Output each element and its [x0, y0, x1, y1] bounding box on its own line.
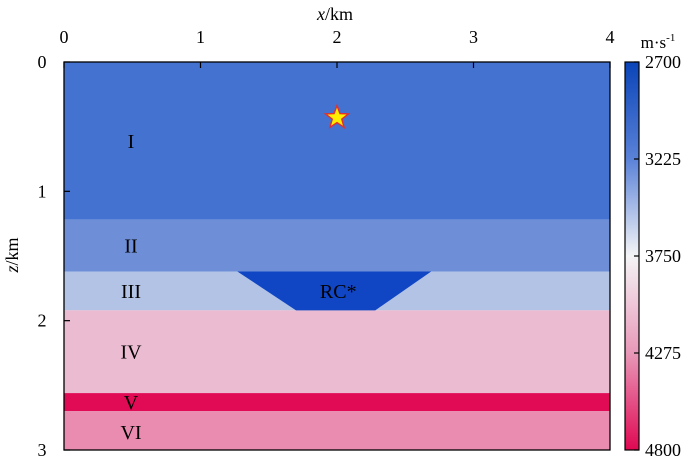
- x-tick-label: 1: [196, 27, 205, 47]
- colorbar-unit: m·s-1: [641, 32, 676, 52]
- colorbar: m·s-1 2700 3225 3750 4275 4800: [624, 32, 681, 460]
- z-tick-label: 1: [38, 181, 47, 201]
- z-axis-ticks: 0 1 2 3: [38, 52, 70, 460]
- x-tick-label: 0: [60, 27, 69, 47]
- x-tick-label: 3: [469, 27, 478, 47]
- rc-body-label: RC*: [320, 281, 357, 303]
- colorbar-tick-label: 4275: [645, 343, 681, 363]
- layer-label-1: I: [128, 131, 135, 153]
- layer-label-4: IV: [120, 342, 142, 364]
- layer-1: [64, 62, 610, 220]
- layer-label-2: II: [124, 236, 137, 258]
- layer-4: [64, 310, 610, 394]
- colorbar-tick-label: 4800: [645, 440, 681, 460]
- source-star-icon: [323, 103, 351, 129]
- layer-6: [64, 411, 610, 450]
- layers-group: [64, 62, 610, 450]
- z-tick-label: 0: [38, 52, 47, 72]
- z-tick-label: 2: [38, 311, 47, 331]
- z-axis-title: z/km: [2, 237, 22, 273]
- layer-label-5: V: [124, 392, 139, 414]
- layer-label-3: III: [121, 281, 141, 303]
- rc-body: [237, 271, 432, 311]
- layer-5: [64, 393, 610, 412]
- layer-label-6: VI: [120, 422, 141, 444]
- z-tick-label: 3: [38, 440, 47, 460]
- colorbar-tick-label: 2700: [645, 52, 681, 72]
- x-axis-title: x/km: [316, 4, 353, 24]
- x-axis-ticks: 0 1 2 3 4: [60, 27, 615, 68]
- x-tick-label: 2: [333, 27, 342, 47]
- colorbar-tick-label: 3225: [645, 149, 681, 169]
- colorbar-ticks: 2700 3225 3750 4275 4800: [634, 52, 681, 460]
- colorbar-tick-label: 3750: [645, 246, 681, 266]
- x-tick-label: 4: [606, 27, 615, 47]
- layer-2: [64, 219, 610, 272]
